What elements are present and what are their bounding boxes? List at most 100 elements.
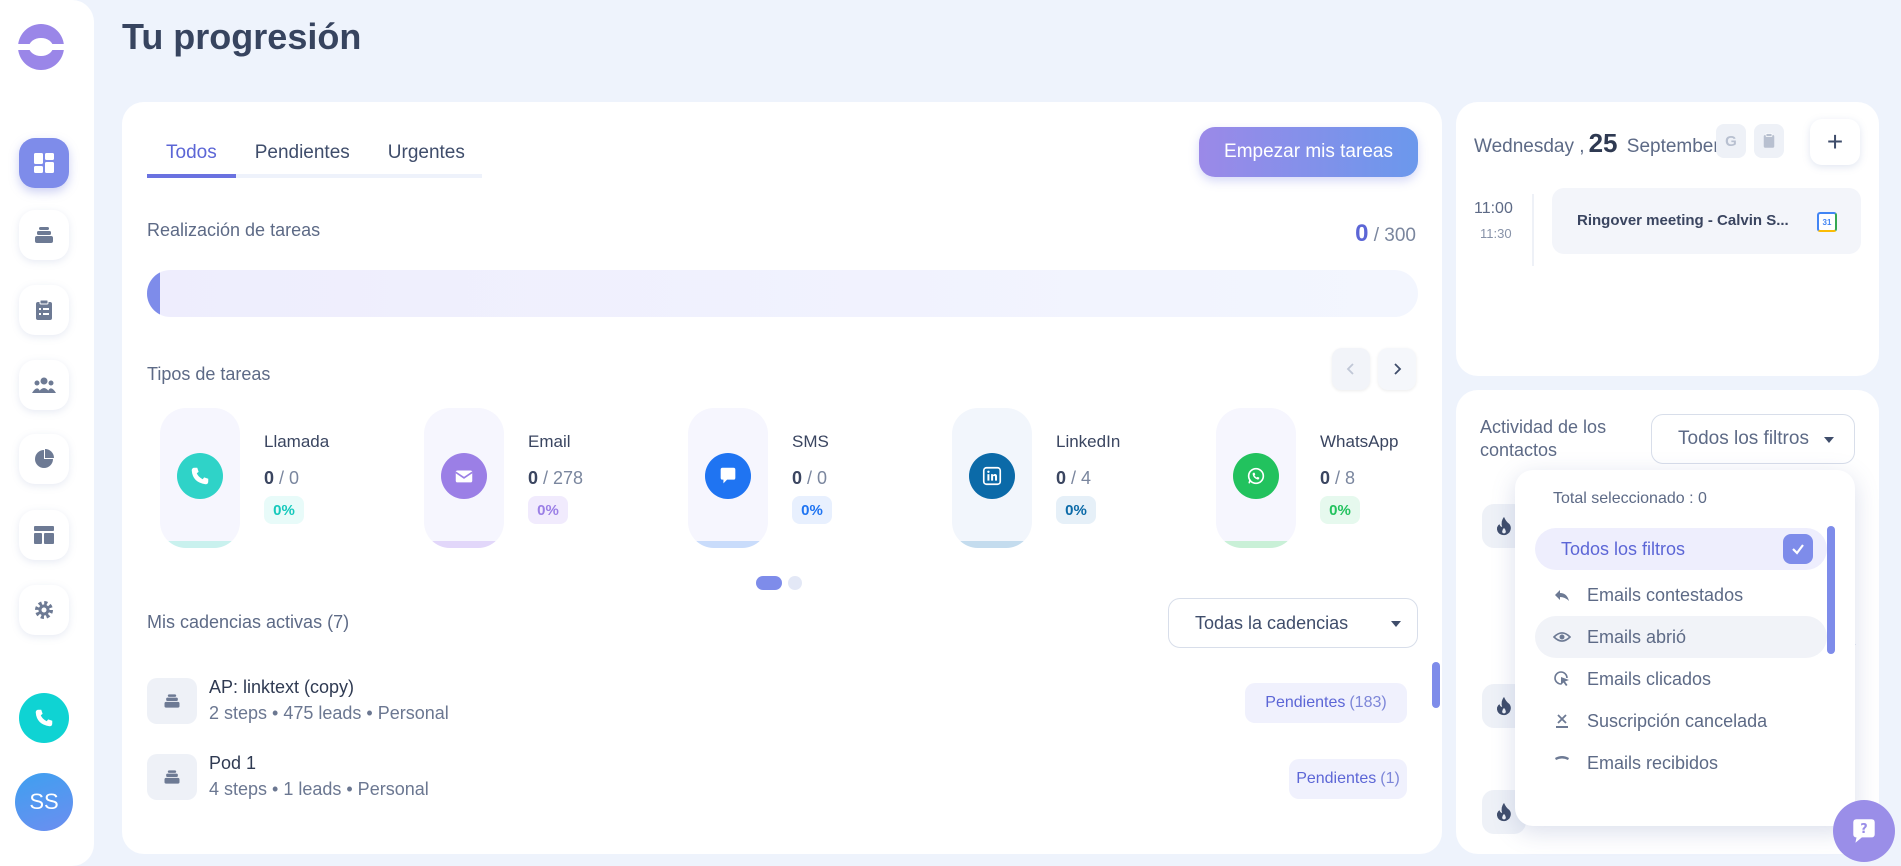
calendar-day: 25 — [1588, 128, 1618, 158]
filter-option-label: Todos los filtros — [1561, 538, 1686, 559]
phone-icon — [35, 709, 53, 727]
cadence-pending-badge[interactable]: Pendientes (183) — [1245, 683, 1407, 723]
tab-urgentes[interactable]: Urgentes — [387, 142, 465, 163]
linkedin-icon — [982, 466, 1002, 486]
app-logo[interactable] — [16, 24, 66, 70]
sidebar-item-tasks[interactable] — [19, 285, 69, 335]
task-type-pill-base — [688, 541, 768, 548]
task-type-value: 0 / 0 — [792, 468, 827, 489]
task-type-total: / 0 — [279, 468, 300, 488]
filter-option-label: Emails recibidos — [1587, 752, 1719, 773]
calendar-weekday: Wednesday , — [1474, 136, 1585, 157]
badge-label: Pendientes — [1265, 694, 1346, 711]
calendar-event[interactable]: Ringover meeting - Calvin S... 31 — [1552, 188, 1861, 254]
caret-down-icon — [1391, 621, 1401, 627]
clipboard-icon — [36, 299, 52, 320]
task-type-done: 0 — [264, 468, 275, 488]
task-type-pill-base — [160, 541, 240, 548]
cadence-title: AP: linktext (copy) — [209, 677, 355, 697]
add-event-button[interactable]: + — [1810, 119, 1860, 165]
dropdown-scrollbar[interactable] — [1827, 526, 1835, 654]
task-type-name: WhatsApp — [1320, 432, 1399, 451]
completion-done: 0 — [1355, 220, 1369, 247]
task-type-name: LinkedIn — [1056, 432, 1121, 451]
progress-card: Todos Pendientes Urgentes Empezar mis ta… — [122, 102, 1442, 854]
activity-title: Actividad de los contactos — [1480, 417, 1607, 460]
task-type-icon-bg — [969, 453, 1015, 499]
sidebar-item-contacts[interactable] — [19, 360, 69, 410]
task-calendar-toggle[interactable] — [1754, 124, 1784, 158]
cadences-filter-value: Todas la cadencias — [1195, 612, 1349, 633]
sidebar-item-templates[interactable] — [19, 510, 69, 560]
fire-icon — [1496, 516, 1511, 536]
pie-chart-icon — [35, 449, 54, 468]
dashboard-icon — [34, 153, 54, 173]
cadence-row[interactable]: Pod 1 4 steps • 1 leads • Personal Pendi… — [147, 746, 1407, 806]
task-type-percent: 0% — [1056, 496, 1096, 524]
timeline-divider — [1532, 194, 1534, 266]
cadences-filter-select[interactable]: Todas la cadencias — [1168, 598, 1418, 648]
sidebar-item-dashboard[interactable] — [19, 138, 69, 188]
cadence-pending-badge[interactable]: Pendientes (1) — [1289, 759, 1407, 799]
cursor-click-icon — [1551, 670, 1573, 688]
cadence-title: Pod 1 — [209, 753, 257, 773]
carousel-dot-2[interactable] — [788, 576, 802, 590]
event-title: Ringover meeting - Calvin S... — [1577, 212, 1789, 229]
completion-progress-fill — [147, 270, 160, 317]
calendar-card: Wednesday , 25 September G + 11:00 11:30 … — [1456, 102, 1879, 376]
tab-todos[interactable]: Todos — [147, 138, 236, 178]
caret-down-icon — [1824, 437, 1834, 443]
task-type-done: 0 — [1320, 468, 1331, 488]
filter-option-all[interactable]: Todos los filtros — [1535, 528, 1827, 570]
unsubscribe-icon — [1551, 712, 1573, 730]
start-tasks-button[interactable]: Empezar mis tareas — [1199, 127, 1418, 177]
task-type-pill-base — [952, 541, 1032, 548]
filter-option-emails-opened[interactable]: Emails abrió — [1535, 616, 1827, 658]
filter-option-label: Suscripción cancelada — [1587, 710, 1768, 731]
cadences-scrollbar[interactable] — [1432, 662, 1440, 708]
event-start-time: 11:00 — [1474, 200, 1513, 217]
filter-option-emails-replied[interactable]: Emails contestados — [1535, 574, 1827, 616]
gear-icon — [35, 601, 53, 619]
filter-option-label: Emails clicados — [1587, 668, 1712, 689]
cadence-meta: 2 steps • 475 leads • Personal — [209, 703, 449, 723]
task-type-icon-bg — [705, 453, 751, 499]
filter-option-emails-received[interactable]: Emails recibidos — [1535, 742, 1827, 784]
stack-icon — [164, 694, 180, 708]
task-type-total: / 0 — [807, 468, 828, 488]
help-button[interactable]: ? — [1833, 800, 1895, 862]
cadence-icon-box — [147, 678, 197, 724]
task-type-name: Email — [528, 432, 571, 451]
task-type-done: 0 — [1056, 468, 1067, 488]
google-icon: G — [1725, 132, 1737, 150]
filter-option-unsubscribed[interactable]: Suscripción cancelada — [1535, 700, 1827, 742]
sidebar-item-cadences[interactable] — [19, 210, 69, 260]
task-type-total: / 4 — [1071, 468, 1092, 488]
sidebar-item-settings[interactable] — [19, 585, 69, 635]
cadence-row[interactable]: AP: linktext (copy) 2 steps • 475 leads … — [147, 670, 1407, 730]
filter-option-emails-clicked[interactable]: Emails clicados — [1535, 658, 1827, 700]
badge-count: (1) — [1380, 770, 1400, 787]
carousel-dot-1[interactable] — [756, 576, 782, 590]
activity-filter-select[interactable]: Todos los filtros — [1651, 414, 1855, 464]
task-types-next-button[interactable] — [1378, 348, 1416, 390]
inbox-icon — [1551, 754, 1573, 772]
cadence-meta: 4 steps • 1 leads • Personal — [209, 779, 429, 799]
dialer-button[interactable] — [19, 693, 69, 743]
google-calendar-toggle[interactable]: G — [1716, 124, 1746, 158]
tab-pendientes[interactable]: Pendientes — [254, 142, 350, 163]
checkmark-icon — [1783, 534, 1813, 564]
clipboard-icon — [1763, 133, 1775, 148]
task-type-name: SMS — [792, 432, 829, 451]
task-type-icon-bg — [441, 453, 487, 499]
task-type-name: Llamada — [264, 432, 330, 451]
carousel-pagination — [756, 576, 802, 590]
activity-filter-value: Todos los filtros — [1678, 428, 1809, 449]
task-type-pill-base — [424, 541, 504, 548]
task-type-icon-bg — [1233, 453, 1279, 499]
task-types-prev-button[interactable] — [1332, 348, 1370, 390]
task-type-percent: 0% — [1320, 496, 1360, 524]
task-type-value: 0 / 278 — [528, 468, 583, 489]
avatar[interactable]: SS — [15, 773, 73, 831]
sidebar-item-reports[interactable] — [19, 434, 69, 484]
